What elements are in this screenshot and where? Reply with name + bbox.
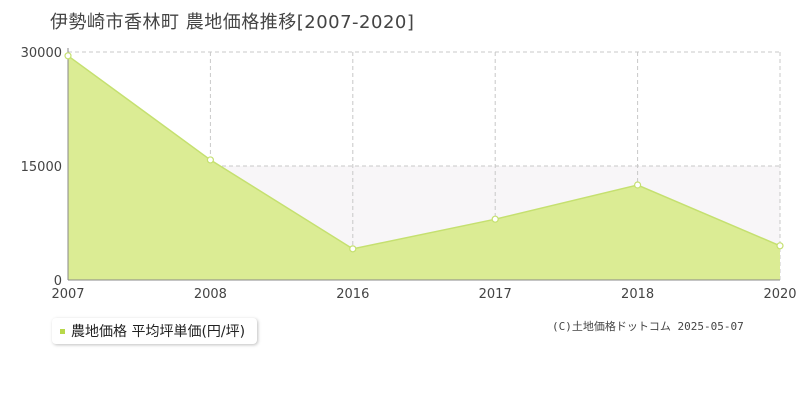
x-tick-label: 2020 — [763, 287, 796, 302]
area-series — [67, 55, 781, 280]
chart-title: 伊勢崎市香林町 農地価格推移[2007-2020] — [50, 12, 415, 33]
area-fill — [68, 55, 780, 280]
x-tick-labels: 2007 2008 2016 2017 2018 2020 — [51, 287, 796, 302]
x-tick-label: 2007 — [51, 287, 84, 302]
data-point — [349, 245, 357, 253]
legend: 農地価格 平均坪単価(円/坪) — [52, 318, 258, 344]
copyright-credit: (C)土地価格ドットコム 2025-05-07 — [552, 320, 744, 333]
x-tick-label: 2017 — [479, 287, 512, 302]
series-line — [67, 55, 781, 250]
y-tick-label: 30000 — [21, 46, 62, 61]
y-tick-labels: 0 15000 30000 — [21, 46, 62, 289]
legend-swatch — [60, 328, 65, 334]
x-tick-label: 2018 — [621, 287, 654, 302]
axes — [67, 48, 780, 281]
y-tick-label: 0 — [54, 274, 62, 289]
data-point — [776, 242, 784, 250]
data-point — [491, 215, 499, 223]
x-tick-label: 2016 — [336, 287, 369, 302]
data-point — [633, 181, 642, 189]
data-point — [64, 52, 72, 60]
data-point — [206, 156, 214, 164]
legend-label: 農地価格 平均坪単価(円/坪) — [71, 324, 246, 340]
x-tick-label: 2008 — [194, 287, 227, 302]
data-points — [64, 52, 784, 253]
y-tick-label: 15000 — [21, 160, 62, 175]
